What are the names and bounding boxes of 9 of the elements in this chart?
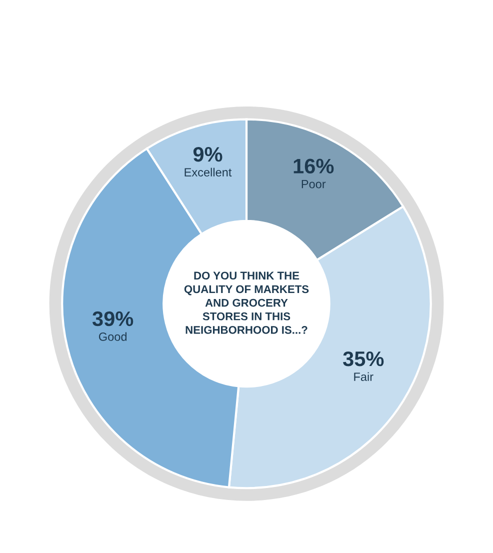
slice-label: Excellent	[184, 168, 232, 176]
slice-label: Good	[98, 332, 127, 341]
text: DO YOU THINK THE QUALITY OF MARKETS AND GROCERY STORES IN THIS NEIGHBORHOOD IS...?	[184, 272, 309, 334]
data-label: 9%	[193, 146, 222, 162]
data-label: 16%	[294, 158, 334, 174]
slice-label: Fair	[354, 372, 374, 381]
data-label: 39%	[92, 311, 134, 326]
slice-label: Poor	[302, 180, 326, 188]
data-label: 35%	[343, 351, 384, 366]
